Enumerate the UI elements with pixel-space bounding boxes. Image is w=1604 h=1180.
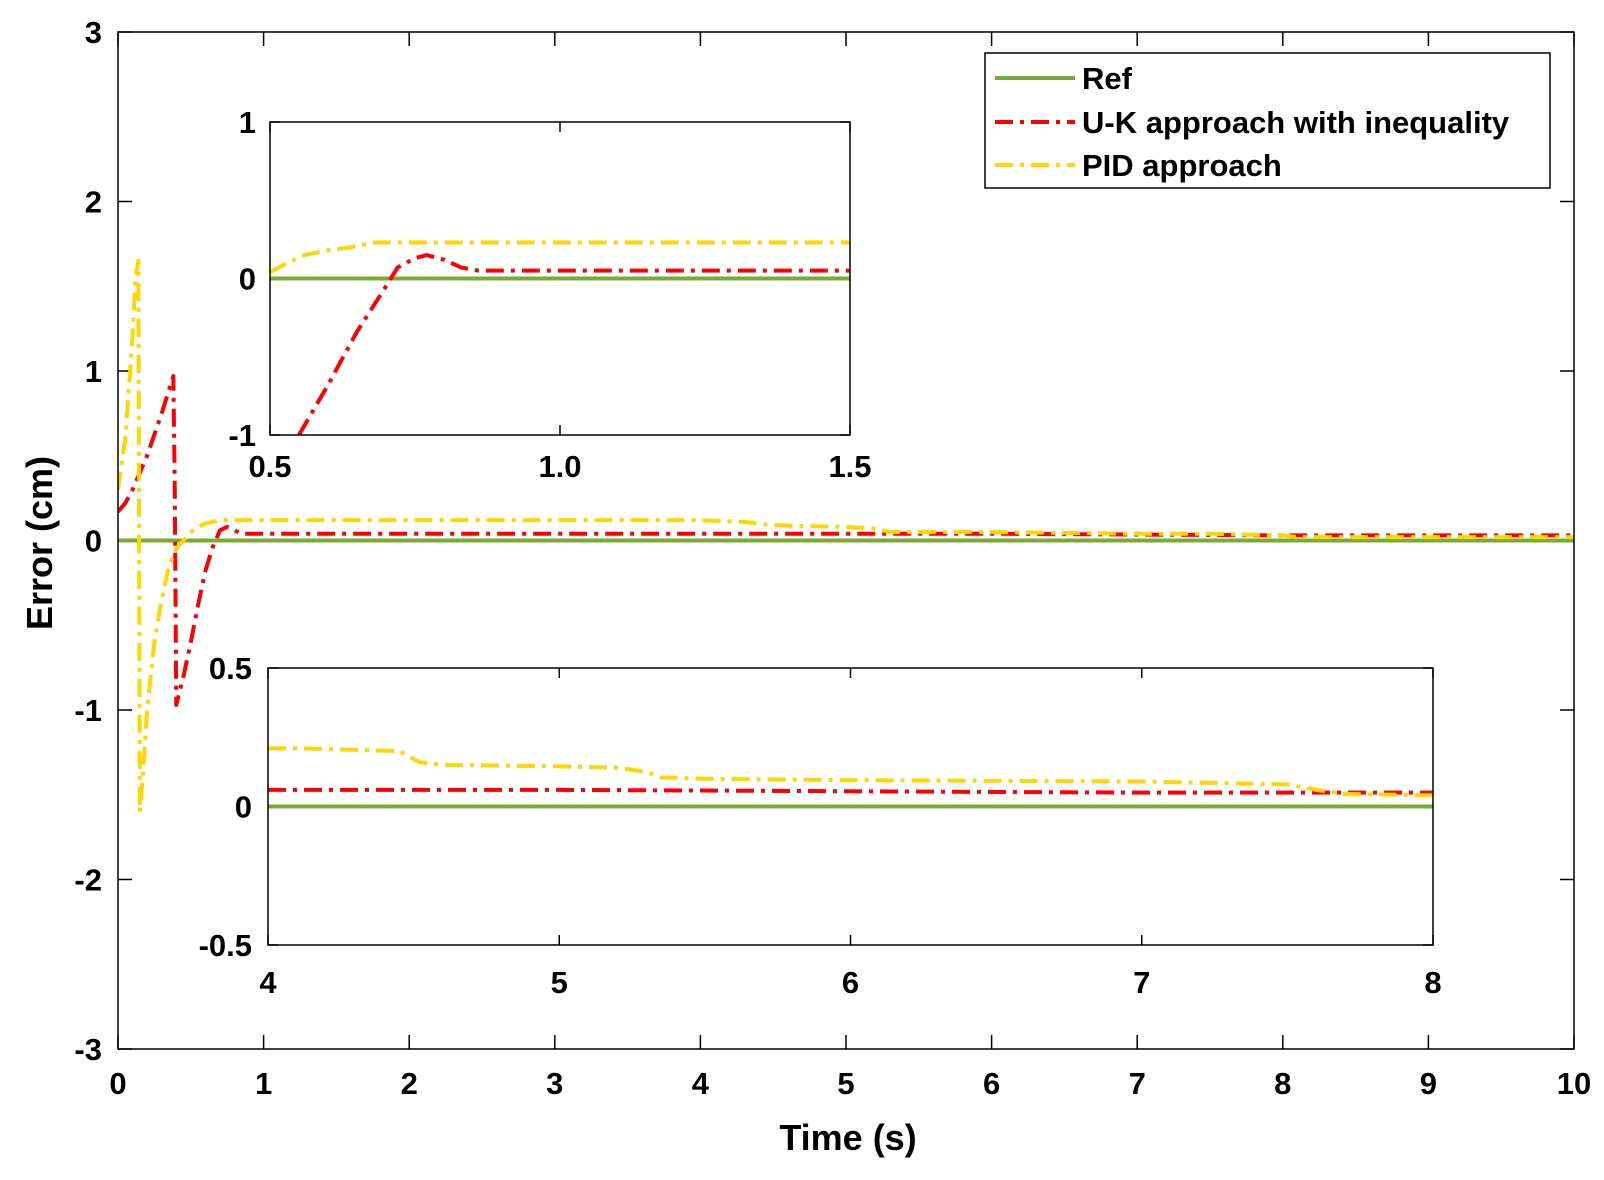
inset-top-xtick-label: 1.0 (538, 449, 581, 484)
inset-top-xtick-label: 1.5 (828, 449, 871, 484)
inset-bottom-ytick-label: 0.5 (209, 651, 252, 686)
inset-bottom-xtick-label: 7 (1133, 965, 1150, 1000)
main-xtick-label: 3 (546, 1066, 563, 1101)
inset-bottom-series-uk (268, 787, 1433, 795)
main-ytick-label: 3 (85, 15, 102, 50)
inset-bottom-xtick-label: 4 (259, 965, 277, 1000)
inset-top-ytick-label: 0 (239, 262, 256, 297)
inset-bottom-frame (267, 667, 1434, 946)
inset-bottom-xtick-label: 6 (842, 965, 859, 1000)
inset-top-frame (269, 121, 851, 436)
main-series-pid (118, 258, 1574, 814)
main-xtick-label: 0 (109, 1066, 126, 1101)
legend-box (984, 52, 1551, 189)
legend: Ref U-K approach with inequality PID app… (984, 52, 1551, 189)
legend-label-ref: Ref (1082, 61, 1133, 96)
inset-top-series-pid (270, 240, 850, 275)
inset-top-ytick-label: 1 (239, 105, 256, 140)
main-ytick-label: -3 (74, 1032, 102, 1067)
main-series-group (118, 258, 1574, 814)
main-xtick-label: 1 (255, 1066, 272, 1101)
inset-bottom-xtick-label: 8 (1424, 965, 1441, 1000)
main-xtick-label: 5 (837, 1066, 854, 1101)
inset-top-axes: 0.5 1.0 1.5 -1 0 1 (228, 105, 871, 484)
inset-top-series-uk (297, 253, 850, 435)
inset-bottom-ytick-label: 0 (235, 790, 252, 825)
main-xtick-label: 7 (1129, 1066, 1146, 1101)
main-xtick-label: 8 (1274, 1066, 1291, 1101)
main-xtick-label: 2 (401, 1066, 418, 1101)
main-ytick-label: -2 (74, 863, 102, 898)
main-ytick-label: 2 (85, 185, 102, 220)
inset-bottom-series-group (268, 746, 1433, 809)
legend-label-uk: U-K approach with inequality (1082, 105, 1510, 140)
legend-label-pid: PID approach (1082, 148, 1282, 183)
main-ytick-label: 0 (85, 524, 102, 559)
inset-top-series-group (270, 240, 850, 435)
main-xtick-label: 6 (983, 1066, 1000, 1101)
inset-top-ytick-label: -1 (228, 418, 256, 453)
main-xtick-label: 10 (1557, 1066, 1591, 1101)
y-axis-label: Error (cm) (19, 456, 60, 630)
main-frame (117, 31, 1575, 1050)
main-xtick-label: 4 (692, 1066, 710, 1101)
inset-bottom-ytick-label: -0.5 (199, 928, 252, 963)
inset-bottom-axes: 4 5 6 7 8 -0.5 0 0.5 (199, 651, 1442, 1000)
inset-bottom-xtick-label: 5 (551, 965, 568, 1000)
main-xtick-label: 9 (1420, 1066, 1437, 1101)
main-ytick-label: 1 (85, 354, 102, 389)
x-axis-label: Time (s) (779, 1117, 916, 1158)
inset-top-xtick-label: 0.5 (248, 449, 291, 484)
main-ytick-label: -1 (74, 693, 102, 728)
